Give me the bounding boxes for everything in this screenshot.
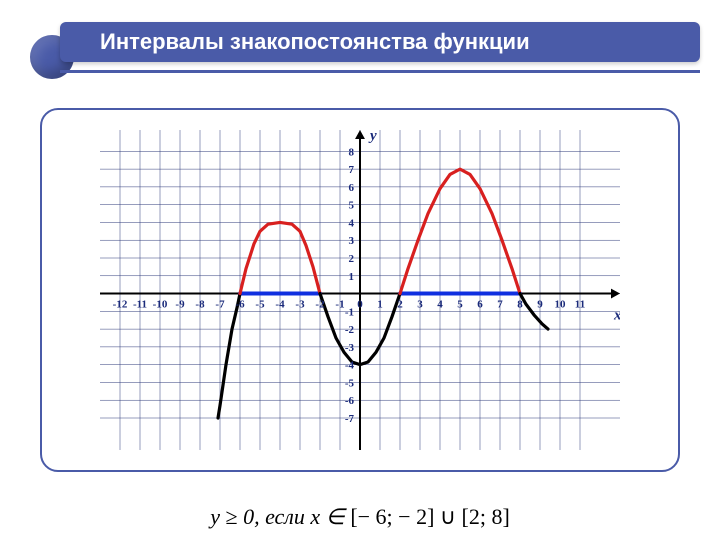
svg-text:x: x	[613, 308, 620, 324]
formula-interval: [− 6; − 2] ∪ [2; 8]	[350, 504, 509, 529]
svg-text:-5: -5	[345, 377, 355, 389]
svg-text:7: 7	[349, 164, 355, 176]
svg-text:1: 1	[349, 271, 355, 283]
svg-text:7: 7	[497, 299, 503, 311]
svg-text:-4: -4	[345, 360, 355, 372]
svg-text:-1: -1	[345, 306, 354, 318]
svg-text:6: 6	[477, 299, 483, 311]
formula-symbol: ≥	[225, 504, 237, 529]
svg-text:8: 8	[517, 299, 523, 311]
svg-text:-1: -1	[335, 299, 344, 311]
svg-text:6: 6	[349, 182, 355, 194]
svg-text:0: 0	[357, 299, 363, 311]
svg-text:11: 11	[575, 299, 585, 311]
svg-text:-7: -7	[215, 299, 225, 311]
svg-text:-6: -6	[235, 299, 245, 311]
svg-text:10: 10	[555, 299, 567, 311]
svg-text:3: 3	[417, 299, 423, 311]
page-title: Интервалы знакопостоянства функции	[60, 22, 700, 62]
svg-text:-7: -7	[345, 413, 355, 425]
svg-text:5: 5	[349, 200, 355, 212]
chart-panel: -12-11-10-9-8-7-6-5-4-3-2-10123456789101…	[40, 108, 680, 472]
svg-text:-8: -8	[195, 299, 205, 311]
svg-text:-5: -5	[255, 299, 265, 311]
svg-text:5: 5	[457, 299, 463, 311]
svg-text:3: 3	[349, 235, 355, 247]
svg-text:-3: -3	[345, 342, 355, 354]
svg-text:-12: -12	[113, 299, 128, 311]
formula-y: y	[210, 504, 225, 529]
svg-text:2: 2	[349, 253, 355, 265]
svg-text:2: 2	[397, 299, 403, 311]
svg-text:8: 8	[349, 146, 355, 158]
svg-text:-2: -2	[315, 299, 325, 311]
svg-text:9: 9	[537, 299, 543, 311]
svg-text:4: 4	[437, 299, 443, 311]
svg-text:y: y	[368, 130, 377, 144]
formula-mid: 0, если x ∈	[243, 504, 350, 529]
svg-text:-6: -6	[345, 395, 355, 407]
svg-text:-3: -3	[295, 299, 305, 311]
svg-text:-10: -10	[153, 299, 168, 311]
svg-text:1: 1	[377, 299, 383, 311]
svg-text:-4: -4	[275, 299, 285, 311]
svg-text:4: 4	[349, 217, 355, 229]
header-underline	[60, 70, 700, 73]
function-chart: -12-11-10-9-8-7-6-5-4-3-2-10123456789101…	[100, 130, 620, 450]
formula-text: y ≥ 0, если x ∈ [− 6; − 2] ∪ [2; 8]	[0, 504, 720, 530]
svg-text:-2: -2	[345, 324, 355, 336]
svg-text:-9: -9	[175, 299, 185, 311]
svg-text:-11: -11	[133, 299, 147, 311]
